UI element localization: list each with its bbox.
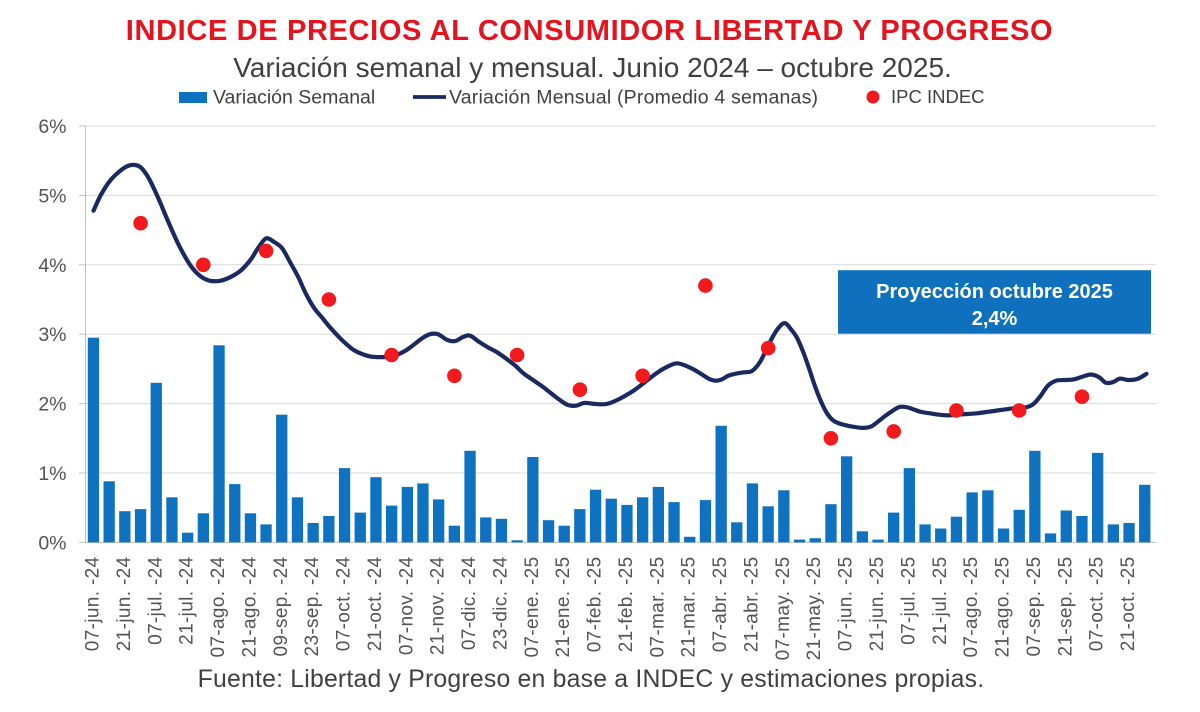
svg-text:21-oct. -24: 21-oct. -24 <box>365 556 386 651</box>
svg-text:1%: 1% <box>38 463 66 485</box>
svg-text:21-jun. -25: 21-jun. -25 <box>867 557 888 652</box>
svg-text:21-abr. -25: 21-abr. -25 <box>742 557 763 653</box>
svg-text:07-dic. -24: 07-dic. -24 <box>459 556 480 650</box>
svg-text:07-ene. -25: 07-ene. -25 <box>522 557 543 658</box>
svg-text:07-jul. -25: 07-jul. -25 <box>898 557 919 645</box>
svg-text:4%: 4% <box>38 255 66 277</box>
svg-text:07-jun. -25: 07-jun. -25 <box>836 557 857 652</box>
svg-text:07-oct. -25: 07-oct. -25 <box>1087 557 1108 652</box>
svg-text:07-abr. -25: 07-abr. -25 <box>710 557 731 653</box>
svg-text:21-ago. -24: 21-ago. -24 <box>239 556 260 657</box>
svg-text:07-feb. -25: 07-feb. -25 <box>585 557 606 653</box>
svg-text:Proyección octubre 2025: Proyección octubre 2025 <box>876 281 1113 303</box>
svg-text:21-nov. -24: 21-nov. -24 <box>428 556 449 655</box>
svg-text:21-ago. -25: 21-ago. -25 <box>993 557 1014 658</box>
svg-text:07-mar. -25: 07-mar. -25 <box>647 557 668 658</box>
svg-text:21-feb. -25: 21-feb. -25 <box>616 557 637 653</box>
svg-text:07-sep. -25: 07-sep. -25 <box>1024 557 1045 657</box>
svg-text:09-sep. -24: 09-sep. -24 <box>271 556 292 656</box>
svg-text:IPC INDEC: IPC INDEC <box>891 86 985 107</box>
svg-text:07-ago. -24: 07-ago. -24 <box>208 556 229 657</box>
svg-text:07-jul. -24: 07-jul. -24 <box>145 556 166 644</box>
svg-text:21-sep. -25: 21-sep. -25 <box>1055 557 1076 657</box>
svg-text:21-jul. -24: 21-jul. -24 <box>177 556 198 644</box>
svg-text:Variación semanal y mensual. J: Variación semanal y mensual. Junio 2024 … <box>233 52 952 83</box>
svg-text:07-jun. -24: 07-jun. -24 <box>83 556 104 651</box>
svg-text:Variación Semanal: Variación Semanal <box>213 87 375 109</box>
svg-text:21-jul. -25: 21-jul. -25 <box>930 557 951 645</box>
svg-text:21-mar. -25: 21-mar. -25 <box>679 557 700 658</box>
svg-text:07-may. -25: 07-may. -25 <box>773 557 794 661</box>
svg-text:21-ene. -25: 21-ene. -25 <box>553 557 574 658</box>
svg-text:5%: 5% <box>38 185 66 207</box>
svg-text:23-sep. -24: 23-sep. -24 <box>302 556 323 656</box>
svg-text:07-nov. -24: 07-nov. -24 <box>396 556 417 655</box>
svg-text:07-oct. -24: 07-oct. -24 <box>334 556 355 651</box>
svg-text:Fuente: Libertad y Progreso en: Fuente: Libertad y Progreso en base a IN… <box>198 666 985 693</box>
svg-text:21-oct. -25: 21-oct. -25 <box>1118 557 1139 652</box>
svg-text:3%: 3% <box>38 324 66 346</box>
svg-text:2,4%: 2,4% <box>972 308 1018 330</box>
svg-text:21-may. -25: 21-may. -25 <box>804 557 825 661</box>
svg-text:2%: 2% <box>38 394 66 416</box>
svg-text:21-jun. -24: 21-jun. -24 <box>114 556 135 651</box>
svg-text:07-ago. -25: 07-ago. -25 <box>961 557 982 658</box>
svg-text:Variación Mensual (Promedio 4: Variación Mensual (Promedio 4 semanas) <box>449 87 818 109</box>
svg-text:0%: 0% <box>38 532 66 554</box>
svg-text:INDICE DE PRECIOS AL CONSUMIDO: INDICE DE PRECIOS AL CONSUMIDOR LIBERTAD… <box>126 15 1053 47</box>
svg-text:6%: 6% <box>38 116 66 138</box>
svg-text:23-dic. -24: 23-dic. -24 <box>490 556 511 650</box>
